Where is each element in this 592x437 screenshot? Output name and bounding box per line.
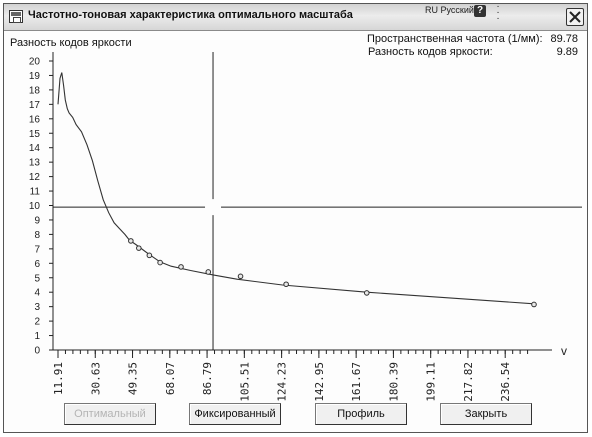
y-tick-label: 9 bbox=[34, 215, 40, 226]
y-tick-label: 14 bbox=[29, 143, 41, 154]
y-tick-label: 18 bbox=[29, 85, 41, 96]
y-tick-label: 1 bbox=[34, 331, 40, 342]
y-tick-label: 11 bbox=[30, 187, 41, 198]
y-tick-label: 10 bbox=[29, 201, 41, 212]
data-point bbox=[283, 281, 289, 288]
language-indicator[interactable]: RU Русский bbox=[425, 5, 474, 15]
y-tick-label: 15 bbox=[29, 129, 41, 140]
x-tick-label: 180.39 bbox=[387, 362, 400, 402]
x-tick-label: 142.95 bbox=[313, 362, 326, 402]
y-tick-label: 17 bbox=[29, 100, 41, 111]
y-tick-label: 8 bbox=[34, 230, 40, 241]
profile-button[interactable]: Профиль bbox=[315, 403, 407, 425]
x-tick-label: 199.11 bbox=[425, 362, 438, 402]
data-point-markers bbox=[128, 238, 537, 308]
x-tick-label: 236.54 bbox=[499, 362, 512, 402]
close-icon bbox=[569, 11, 581, 23]
y-tick-label: 3 bbox=[34, 302, 40, 313]
y-tick-label: 2 bbox=[34, 317, 40, 328]
y-tick-label: 0 bbox=[34, 346, 40, 357]
y-tick-label: 7 bbox=[34, 244, 40, 255]
data-point bbox=[205, 269, 212, 275]
title-bar[interactable]: Частотно-тоновая характеристика оптималь… bbox=[4, 1, 587, 31]
x-tick-label: 217.82 bbox=[462, 362, 475, 402]
frequency-label: Пространственная частота (1/мм): bbox=[367, 33, 543, 45]
y-tick-label: 5 bbox=[34, 273, 40, 284]
series-line bbox=[57, 72, 535, 305]
data-point bbox=[128, 238, 134, 244]
close-dialog-button[interactable]: Закрыть bbox=[440, 403, 532, 425]
optimal-button[interactable]: Оптимальный bbox=[64, 403, 156, 425]
x-tick-label: 86.79 bbox=[201, 362, 214, 395]
data-point bbox=[363, 290, 370, 296]
window-title: Частотно-тоновая характеристика оптималь… bbox=[28, 9, 353, 21]
x-tick-label: 49.35 bbox=[127, 362, 140, 395]
y-tick-label: 19 bbox=[29, 71, 41, 82]
y-tick-label: 13 bbox=[29, 158, 41, 169]
brightness-diff-label: Разность кодов яркости: bbox=[368, 46, 493, 58]
fixed-button[interactable]: Фиксированный bbox=[189, 403, 281, 425]
y-tick-label: 6 bbox=[34, 259, 40, 270]
x-tick-label: 161.67 bbox=[350, 362, 363, 402]
y-tick-label: 16 bbox=[29, 114, 41, 125]
x-tick-label: 11.91 bbox=[52, 362, 65, 395]
data-point bbox=[136, 245, 142, 251]
data-point bbox=[178, 264, 184, 270]
dialog-window: Частотно-тоновая характеристика оптималь… bbox=[3, 1, 588, 433]
brightness-diff-value: 9.89 bbox=[556, 46, 578, 58]
close-button[interactable] bbox=[566, 8, 584, 26]
data-point bbox=[237, 273, 244, 280]
frequency-value: 89.78 bbox=[550, 33, 578, 45]
data-point bbox=[146, 252, 153, 259]
y-tick-label: 20 bbox=[29, 57, 41, 68]
y-tick-label: 4 bbox=[34, 288, 40, 299]
x-axis-marker: v bbox=[561, 344, 567, 358]
y-tick-label: 12 bbox=[29, 172, 41, 183]
crosshair[interactable] bbox=[53, 52, 582, 350]
data-point bbox=[531, 301, 537, 308]
question-icon[interactable]: ? bbox=[474, 5, 486, 17]
x-tick-label: 68.07 bbox=[164, 362, 177, 395]
x-tick-label: 124.23 bbox=[276, 362, 289, 402]
x-tick-label: 30.63 bbox=[89, 362, 102, 395]
y-axis-label: Разность кодов яркости bbox=[10, 37, 132, 49]
x-axis-ticks: 11.91 30.63 49.35 68.07 86.79 105.51 124.23 142… bbox=[52, 350, 529, 402]
app-icon bbox=[9, 10, 23, 23]
more-vertical-icon[interactable]: · · · bbox=[496, 1, 500, 24]
data-point bbox=[157, 259, 163, 266]
x-tick-label: 105.51 bbox=[238, 362, 251, 402]
